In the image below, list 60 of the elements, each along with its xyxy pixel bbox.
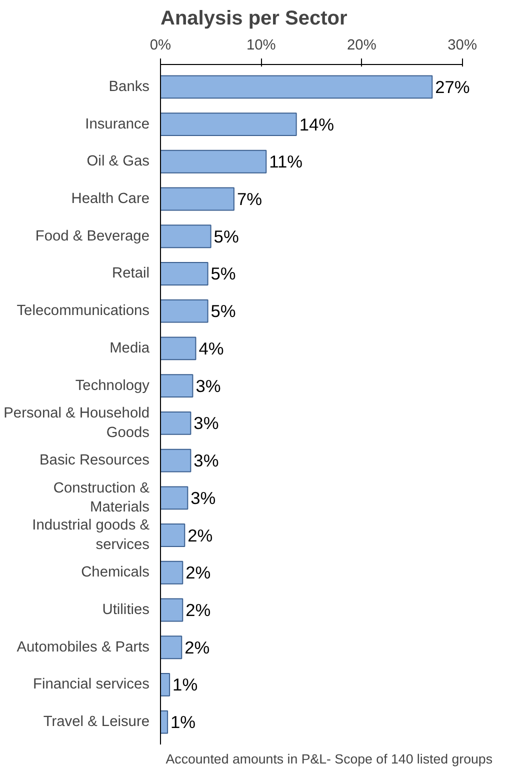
bar: [160, 112, 297, 136]
data-label: 3%: [194, 450, 219, 471]
bar: [160, 150, 267, 174]
y-tick-label: Banks: [108, 78, 150, 95]
data-label: 7%: [236, 189, 262, 210]
x-tick-label: 20%: [347, 38, 376, 54]
y-tick-label: Construction & Materials: [53, 480, 150, 516]
data-label: 1%: [170, 712, 196, 732]
data-label: 2%: [186, 600, 211, 620]
data-label: 2%: [188, 525, 213, 546]
bar: [160, 524, 186, 547]
y-tick-label: Retail: [112, 266, 150, 282]
y-tick-label: Industrial goods & services: [32, 518, 150, 553]
y-tick-label: Utilities: [102, 602, 150, 618]
data-label: 14%: [299, 114, 334, 134]
x-tick-label: 0%: [150, 38, 172, 54]
y-tick-label: Insurance: [85, 116, 150, 132]
y-tick-label: Chemicals: [81, 564, 150, 581]
y-tick-label: Automobiles & Parts: [16, 639, 150, 656]
bar: [160, 336, 196, 360]
y-tick-label: Personal & Household Goods: [4, 406, 150, 441]
bar: [160, 374, 194, 398]
bar: [160, 448, 192, 472]
y-tick-label: Financial services: [33, 676, 150, 693]
y-tick-label: Food & Beverage: [35, 228, 150, 244]
text: Accounted amounts in P&L- Scope of 140 listed groups: [166, 752, 493, 766]
data-label: 3%: [196, 376, 221, 396]
y-tick-label: Media: [110, 340, 150, 356]
bar: [160, 75, 433, 99]
bar: [160, 673, 170, 696]
bar: [160, 636, 182, 660]
data-label: 2%: [186, 562, 211, 583]
y-tick-label: Travel & Leisure: [43, 714, 150, 730]
x-tick-label: 10%: [246, 38, 276, 54]
data-label: 2%: [184, 637, 210, 658]
data-label: 27%: [435, 76, 470, 97]
data-label: 3%: [194, 413, 219, 434]
y-tick-label: Health Care: [71, 191, 150, 208]
data-label: 5%: [210, 264, 236, 284]
bar: [160, 299, 208, 323]
data-label: 4%: [198, 338, 224, 358]
y-tick-label: Technology: [75, 378, 150, 394]
data-label: 11%: [269, 152, 303, 172]
bar: [160, 710, 168, 734]
chart-title: Analysis per Sector: [160, 8, 348, 30]
bar: [160, 187, 234, 211]
x-tick-label: 30%: [448, 38, 477, 54]
bar: [160, 486, 188, 510]
data-label: 3%: [190, 488, 216, 508]
y-tick-label: Telecommunications: [16, 303, 150, 320]
data-label: 5%: [214, 226, 239, 246]
bar: [160, 411, 192, 435]
bar: [160, 224, 212, 248]
bar: [160, 560, 184, 584]
y-tick-label: Oil & Gas: [86, 154, 150, 170]
y-tick-label: Basic Resources: [40, 452, 150, 469]
data-label: 1%: [172, 674, 198, 695]
bar: [160, 598, 184, 622]
bar: [160, 262, 208, 286]
data-label: 5%: [210, 301, 236, 322]
